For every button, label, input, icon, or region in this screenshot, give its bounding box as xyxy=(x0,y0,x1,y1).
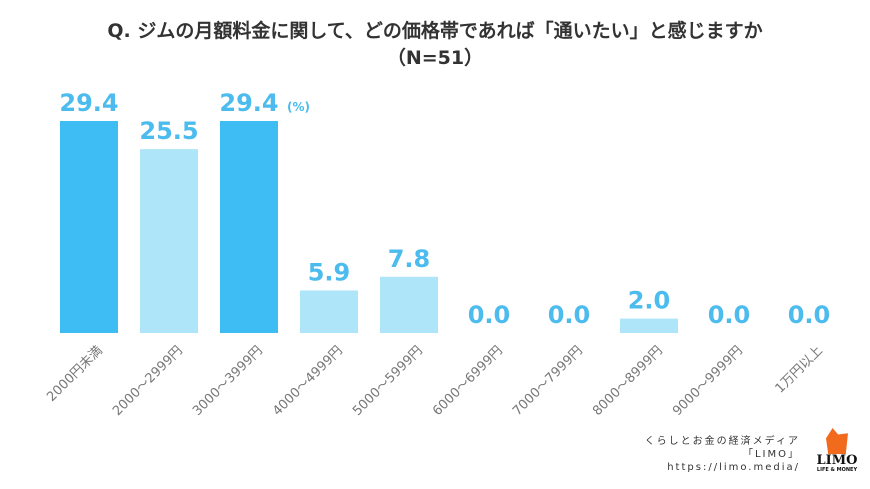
x-tick-label: 6000〜6999円 xyxy=(430,343,506,419)
subtitle-text: （N=51） xyxy=(386,47,484,69)
x-tick-label: 4000〜4999円 xyxy=(270,343,346,419)
x-tick-label: 9000〜9999円 xyxy=(670,343,746,419)
unit-label: (%) xyxy=(287,100,310,114)
bar xyxy=(300,290,358,333)
logo-text: LIMO xyxy=(816,453,858,468)
data-label: 0.0 xyxy=(548,301,591,329)
x-tick-label: 2000円未満 xyxy=(44,343,106,405)
credit: くらしとお金の経済メディア 「LIMO」 https://limo.media/ xyxy=(645,435,800,474)
chart-title: Q. ジムの月額料金に関して、どの価格帯であれば「通いたい」と感じますか （N=… xyxy=(0,18,870,72)
x-tick-label: 5000〜5999円 xyxy=(350,343,426,419)
x-tick-label: 8000〜8999円 xyxy=(590,343,666,419)
bar xyxy=(620,318,678,333)
data-label: 2.0 xyxy=(628,287,671,315)
logo-tagline: LIFE & MONEY xyxy=(816,467,858,473)
x-tick-label: 1万円以上 xyxy=(773,343,826,396)
x-tick-label: 2000〜2999円 xyxy=(110,343,186,419)
limo-logo: LIMO LIFE & MONEY xyxy=(812,428,862,473)
data-label: 0.0 xyxy=(468,301,511,329)
data-label: 7.8 xyxy=(388,245,431,273)
fox-icon xyxy=(826,428,848,454)
bar xyxy=(380,276,438,333)
title-text: Q. ジムの月額料金に関して、どの価格帯であれば「通いたい」と感じますか xyxy=(107,20,763,42)
credit-line1: くらしとお金の経済メディア xyxy=(644,436,800,447)
data-label: 5.9 xyxy=(308,258,351,286)
data-label: 0.0 xyxy=(788,301,831,329)
x-tick-label: 3000〜3999円 xyxy=(190,343,266,419)
bar xyxy=(60,121,118,333)
bar xyxy=(220,121,278,333)
credit-line2: 「LIMO」 xyxy=(742,449,800,460)
x-tick-label: 7000〜7999円 xyxy=(510,343,586,419)
data-label: 29.4 xyxy=(59,89,118,117)
credit-url: https://limo.media/ xyxy=(667,462,800,473)
data-label: 29.4 xyxy=(219,89,278,117)
data-label: 25.5 xyxy=(139,117,198,145)
data-label: 0.0 xyxy=(708,301,751,329)
bar xyxy=(140,149,198,333)
